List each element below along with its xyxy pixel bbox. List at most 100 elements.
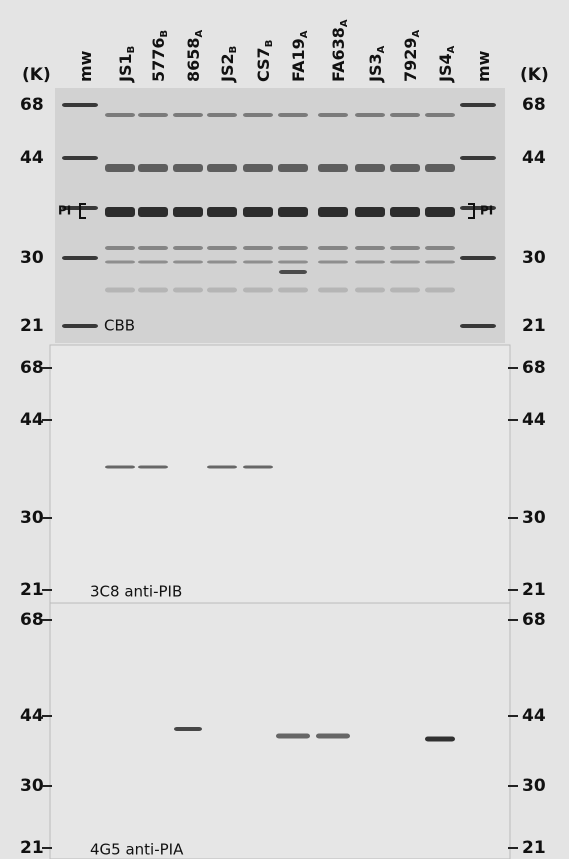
- band: [243, 164, 273, 172]
- marker-right: 21: [522, 838, 546, 858]
- band: [243, 260, 273, 264]
- band: [207, 260, 237, 264]
- band: [318, 260, 348, 264]
- band: [62, 156, 98, 160]
- marker-left: 30: [20, 248, 44, 268]
- band: [138, 465, 168, 469]
- lane-label: FA19A: [289, 30, 311, 82]
- marker-right: 44: [522, 148, 546, 168]
- band: [460, 103, 496, 107]
- band: [318, 164, 348, 172]
- band-label-left: PI: [58, 204, 71, 218]
- band: [355, 207, 385, 217]
- band: [105, 113, 135, 117]
- lane-subscript: B: [228, 46, 239, 54]
- band: [207, 113, 237, 117]
- band: [278, 164, 308, 172]
- band: [355, 246, 385, 250]
- marker-right: 44: [522, 706, 546, 726]
- band: [390, 207, 420, 217]
- unit-left: (K): [22, 65, 51, 85]
- lane-name: mw: [474, 50, 493, 82]
- band: [425, 287, 455, 293]
- marker-left: 21: [20, 580, 44, 600]
- band: [425, 113, 455, 117]
- lane-label: mw: [76, 50, 95, 82]
- band: [173, 164, 203, 172]
- marker-left: 68: [20, 610, 44, 630]
- band: [62, 103, 98, 107]
- panel-label: 3C8 anti-PIB: [90, 583, 182, 601]
- lane-subscript: A: [194, 29, 205, 37]
- band: [62, 206, 98, 210]
- lane-label: FA638A: [329, 19, 351, 82]
- lane-label: 7929A: [401, 29, 423, 82]
- band: [105, 246, 135, 250]
- blot-4g5: [49, 602, 511, 859]
- lane-subscript: A: [376, 45, 387, 53]
- marker-left: 68: [20, 95, 44, 115]
- band: [318, 287, 348, 293]
- band: [207, 465, 237, 469]
- marker-right: 30: [522, 248, 546, 268]
- lane-name: FA638: [329, 27, 348, 82]
- band: [173, 113, 203, 117]
- band: [318, 207, 348, 217]
- lane-label: JS1B: [116, 46, 138, 83]
- band: [105, 465, 135, 469]
- bracket: [79, 203, 86, 219]
- lane-name: CS7: [254, 47, 273, 82]
- marker-right: 30: [522, 508, 546, 528]
- band: [174, 727, 202, 731]
- marker-left: 30: [20, 776, 44, 796]
- band: [390, 246, 420, 250]
- band: [243, 287, 273, 293]
- lane-name: FA19: [289, 38, 308, 82]
- lane-label: CS7B: [254, 40, 276, 82]
- band: [278, 260, 308, 264]
- marker-left: 30: [20, 508, 44, 528]
- band: [425, 246, 455, 250]
- band: [276, 733, 310, 739]
- band: [62, 256, 98, 260]
- band-label-right: PI: [480, 204, 493, 218]
- band: [278, 287, 308, 293]
- band: [173, 260, 203, 264]
- band: [105, 207, 135, 217]
- band: [355, 164, 385, 172]
- band: [390, 260, 420, 264]
- band: [173, 287, 203, 293]
- band: [62, 324, 98, 328]
- lane-label: JS4A: [436, 45, 458, 83]
- marker-left: 21: [20, 838, 44, 858]
- band: [278, 207, 308, 217]
- marker-left: 21: [20, 316, 44, 336]
- band: [138, 287, 168, 293]
- marker-right: 21: [522, 580, 546, 600]
- marker-left: 44: [20, 706, 44, 726]
- band: [105, 287, 135, 293]
- marker-left: 44: [20, 410, 44, 430]
- band: [425, 164, 455, 172]
- marker-right: 21: [522, 316, 546, 336]
- band: [243, 465, 273, 469]
- band: [138, 246, 168, 250]
- lane-label: JS2B: [218, 46, 240, 83]
- bracket: [468, 203, 475, 219]
- marker-right: 68: [522, 610, 546, 630]
- lane-subscript: B: [264, 40, 275, 48]
- lane-subscript: A: [339, 19, 350, 27]
- band: [390, 164, 420, 172]
- lane-subscript: B: [126, 46, 137, 54]
- marker-right: 68: [522, 358, 546, 378]
- band: [425, 207, 455, 217]
- band: [355, 260, 385, 264]
- panel-label: 4G5 anti-PIA: [90, 841, 184, 859]
- band: [425, 260, 455, 264]
- lane-name: mw: [76, 50, 95, 82]
- marker-left: 44: [20, 148, 44, 168]
- band: [243, 207, 273, 217]
- band: [318, 246, 348, 250]
- lane-subscript: A: [299, 30, 310, 38]
